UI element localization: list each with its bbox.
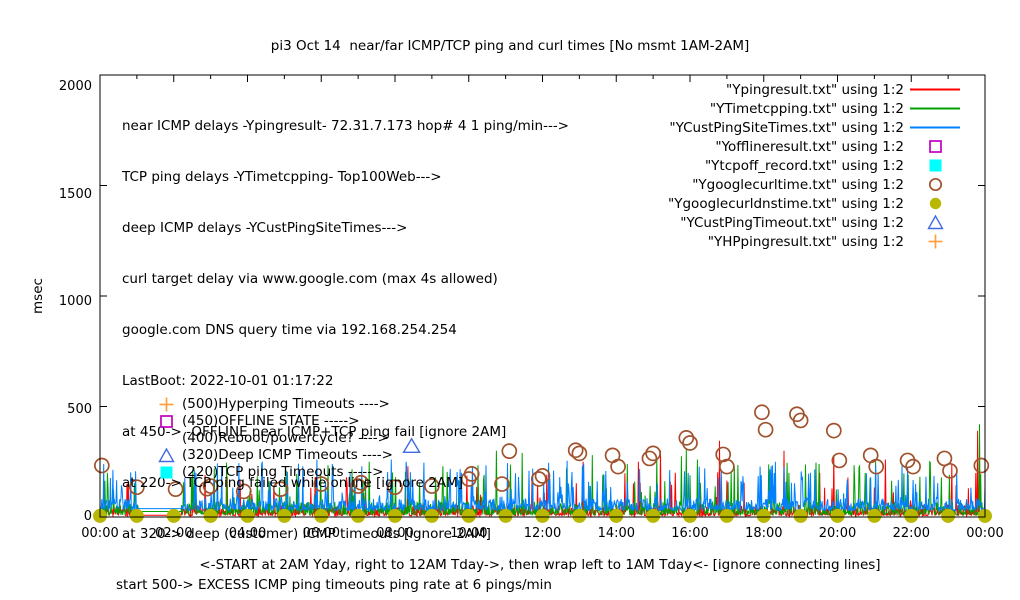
level-label-500: (500)Hyperping Timeouts ---->: [158, 395, 390, 413]
x-tick-label: 08:00: [376, 526, 414, 541]
blue-line-sample-icon: [908, 119, 962, 136]
x-tick-label: 20:00: [818, 526, 857, 541]
filled-circle-icon: [908, 195, 962, 212]
chart-title: pi3 Oct 14 near/far ICMP/TCP ping and cu…: [270, 38, 750, 54]
plot-border: [99, 74, 986, 518]
x-tick-label: 10:00: [450, 526, 488, 541]
open-square-icon: [158, 413, 182, 430]
points-YCustPingTimeout.txt: [402, 437, 421, 453]
green-line-sample-icon: [908, 100, 962, 117]
x-tick-label: 00:00: [966, 526, 1004, 541]
info-annotations: near ICMP delays -Ypingresult- 72.31.7.1…: [116, 84, 569, 600]
x-tick-label: 04:00: [228, 526, 267, 541]
info-line: deep ICMP delays -YCustPingSiteTimes--->: [122, 220, 408, 236]
legend-row: "Ygooglecurltime.txt" using 1:2: [520, 175, 962, 194]
filled-square-icon: [158, 464, 182, 481]
x-tick-label: 22:00: [892, 526, 931, 541]
plus-icon: [158, 396, 182, 413]
legend-row: "Ytcpoff_record.txt" using 1:2: [520, 156, 962, 175]
legend-row: "YCustPingSiteTimes.txt" using 1:2: [520, 118, 962, 137]
red-line-sample-icon: [908, 81, 962, 98]
level-label-400: (400)Reboot/powercycle? ---->: [182, 430, 389, 446]
legend: "Ypingresult.txt" using 1:2 "YTimetcppin…: [520, 80, 962, 251]
info-line: curl target delay via www.google.com (ma…: [122, 271, 498, 287]
open-triangle-icon: [158, 447, 182, 464]
legend-row: "Ypingresult.txt" using 1:2: [520, 80, 962, 99]
level-label-320: (320)Deep ICMP Timeouts ---->: [158, 446, 393, 464]
x-tick-label: 16:00: [671, 526, 709, 541]
info-line: at 320-> deep (customer) ICMP timeouts […: [122, 526, 491, 542]
legend-row: "YHPpingresult.txt" using 1:2: [520, 232, 962, 251]
legend-label: "Ypingresult.txt" using 1:2: [726, 81, 904, 98]
x-tick-label: 02:00: [155, 526, 193, 541]
points-Ygooglecurldnstime.txt: [93, 508, 992, 523]
y-tick-label: 500: [67, 401, 92, 417]
legend-label: "Ygooglecurldnstime.txt" using 1:2: [668, 195, 904, 212]
x-tick-label: 14:00: [597, 526, 636, 541]
level-label-450: (450)OFFLINE STATE ----->: [158, 412, 360, 430]
open-triangle-icon: [908, 214, 962, 231]
plus-icon: [908, 233, 962, 250]
y-tick-label: 0: [83, 509, 92, 524]
series-YCustPingSiteTimes.txt: [99, 459, 986, 513]
legend-row: "Yofflineresult.txt" using 1:2: [520, 137, 962, 156]
legend-label: "YTimetcpping.txt" using 1:2: [709, 100, 904, 117]
legend-label: "Ygooglecurltime.txt" using 1:2: [692, 176, 904, 193]
info-line: google.com DNS query time via 192.168.25…: [122, 322, 457, 338]
legend-label: "Ytcpoff_record.txt" using 1:2: [704, 157, 904, 174]
points-Ygooglecurltime.txt: [93, 404, 990, 500]
x-tick-label: 12:00: [523, 526, 562, 541]
info-line: at 220-> TCP ping failed while online [i…: [122, 475, 464, 491]
legend-row: "Ygooglecurldnstime.txt" using 1:2: [520, 194, 962, 213]
legend-row: "YCustPingTimeout.txt" using 1:2: [520, 213, 962, 232]
legend-label: "YHPpingresult.txt" using 1:2: [707, 233, 904, 250]
legend-label: "YCustPingTimeout.txt" using 1:2: [680, 214, 904, 231]
info-line: at 450-> -OFFLINE near ICMP+TCP ping fai…: [122, 424, 507, 440]
level-label-220: (220)TCP ping Timeouts ----->: [158, 463, 384, 481]
open-circle-icon: [908, 176, 962, 193]
legend-label: "Yofflineresult.txt" using 1:2: [715, 138, 904, 155]
info-line: LastBoot: 2022-10-01 01:17:22: [122, 373, 334, 389]
y-tick-label: 1000: [58, 294, 92, 309]
legend-row: "YTimetcpping.txt" using 1:2: [520, 99, 962, 118]
filled-square-icon: [908, 157, 962, 174]
open-square-icon: [908, 138, 962, 155]
info-line: near ICMP delays -Ypingresult- 72.31.7.1…: [122, 118, 569, 134]
legend-label: "YCustPingSiteTimes.txt" using 1:2: [669, 119, 904, 136]
x-tick-label: 06:00: [302, 526, 341, 541]
y-tick-label: 1500: [58, 186, 92, 202]
x-tick-label: 00:00: [81, 526, 119, 541]
x-axis-label: <-START at 2AM Yday, right to 12AM Tday-…: [199, 557, 881, 573]
info-line: TCP ping delays -YTimetcpping- Top100Web…: [122, 169, 442, 185]
x-tick-label: 18:00: [745, 526, 783, 541]
info-line: start 500-> EXCESS ICMP ping timeouts pi…: [116, 577, 552, 593]
y-tick-label: 2000: [58, 79, 92, 94]
